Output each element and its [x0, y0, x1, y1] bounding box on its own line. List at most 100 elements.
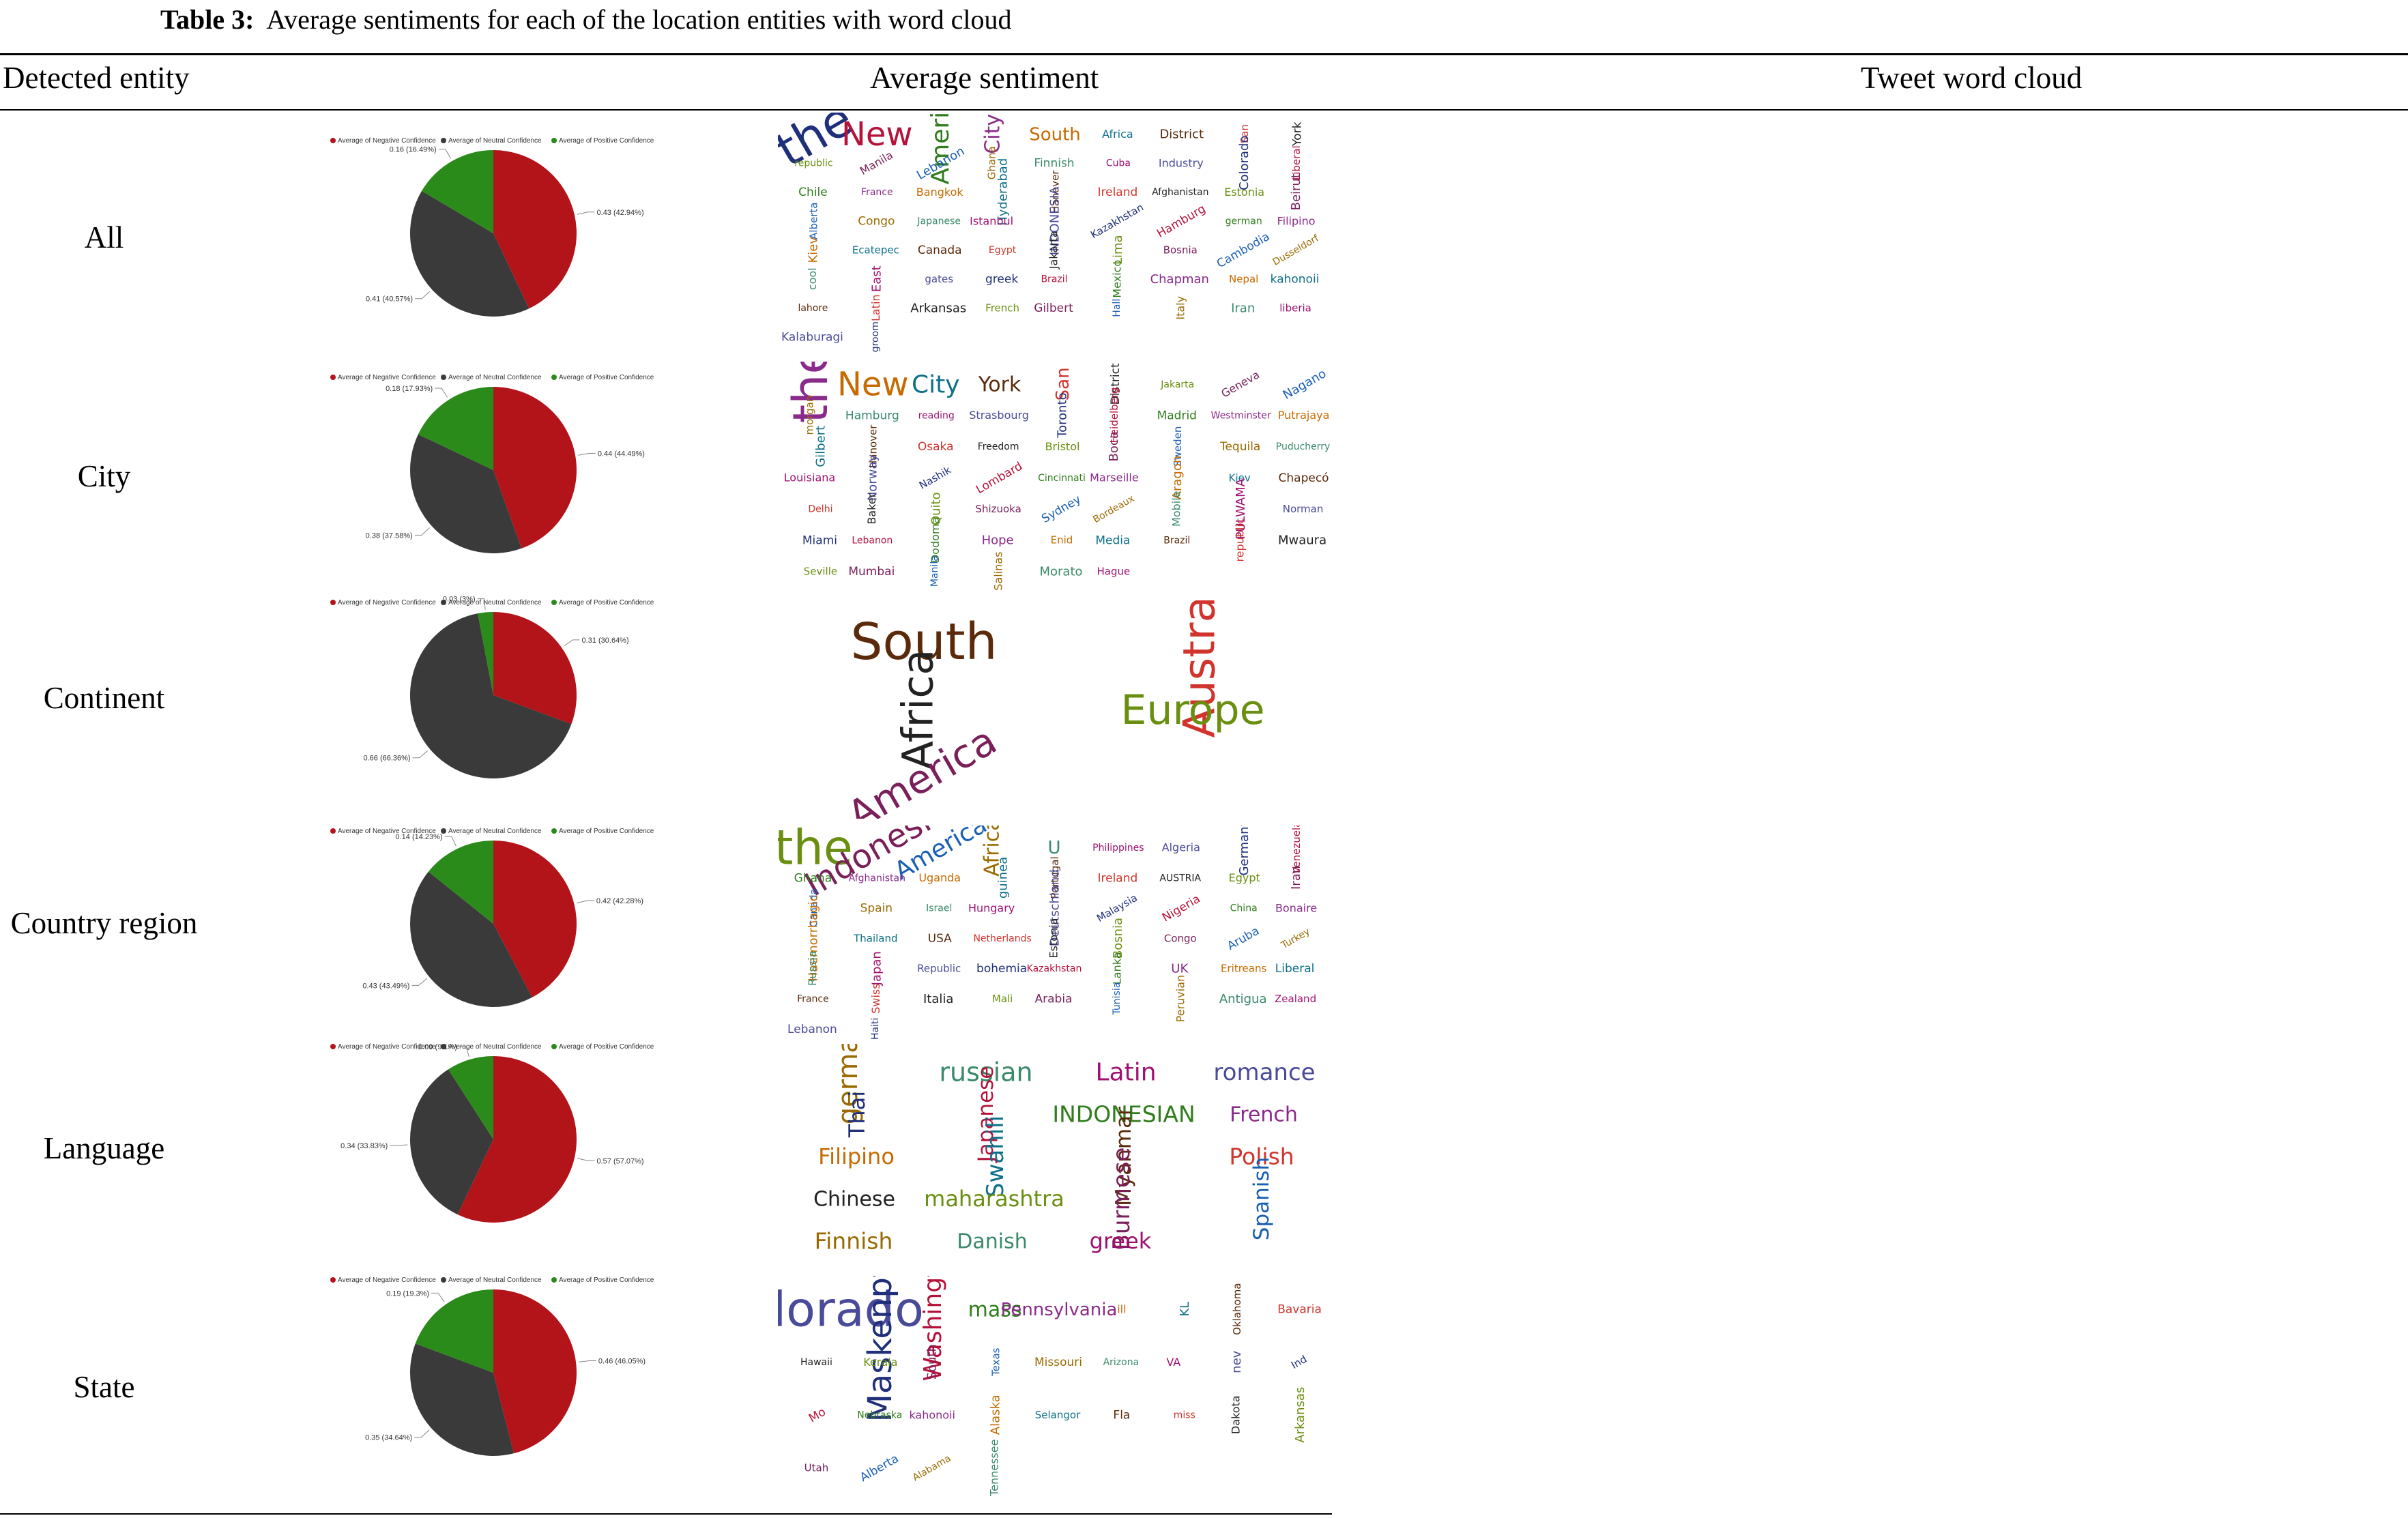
pie-slice-neutral — [410, 1069, 493, 1215]
legend-label-neutral: Average of Neutral Confidence — [448, 137, 542, 145]
pie-svg-language: Average of Negative Confidence Average of… — [330, 1043, 654, 1223]
cloud-word-sweden: Sweden — [1172, 426, 1184, 467]
pie-slice-negative — [493, 150, 577, 309]
cloud-word-germany: Germany — [1237, 826, 1251, 876]
legend-label-positive: Average of Positive Confidence — [559, 137, 654, 145]
legend-dot-negative — [330, 1044, 336, 1049]
cloud-word-san: San — [1238, 124, 1251, 143]
cloud-word-utah: Utah — [804, 1462, 829, 1474]
cloud-word-kiev: Kiev — [1229, 471, 1251, 484]
cloud-word-cuba: Cuba — [1106, 158, 1131, 169]
pie-leader-line — [431, 1292, 445, 1302]
cloud-word-dusseldorf: Dusseldorf — [1271, 233, 1322, 268]
pie-slice-positive — [448, 1056, 493, 1139]
legend-dot-negative — [330, 138, 336, 143]
row-label-state: State — [73, 1370, 135, 1404]
cloud-word-brazil: Brazil — [1041, 274, 1067, 285]
row-label-all: All — [84, 220, 124, 254]
pie-slice-negative — [493, 612, 577, 725]
cloud-word-marseille: Marseille — [1090, 471, 1139, 484]
cloud-word-oklahoma: Oklahoma — [1231, 1283, 1243, 1335]
legend-dot-negative — [330, 1277, 336, 1283]
cloud-word-bavaria: Bavaria — [1277, 1303, 1322, 1317]
cloud-word-bonaire: Bonaire — [1275, 901, 1317, 914]
cloud-word-deutschland: Deutschland — [1047, 869, 1062, 946]
pie-data-label: 0.18 (17.93%) — [386, 385, 433, 393]
cloud-word-jakarta: Jakarta — [1160, 379, 1194, 390]
legend-label-neutral: Average of Neutral Confidence — [448, 374, 542, 381]
pie-data-label: 0.35 (34.64%) — [365, 1434, 412, 1442]
pie-slice-negative — [493, 841, 577, 997]
cloud-word-salinas: Salinas — [992, 552, 1005, 591]
cloud-word-maharashtra: maharashtra — [924, 1186, 1064, 1212]
legend-label-positive: Average of Positive Confidence — [559, 374, 654, 381]
cloud-word-colorado: Colorado — [1237, 136, 1251, 190]
cloud-word-netherlands: Netherlands — [973, 933, 1031, 944]
legend-label-positive: Average of Positive Confidence — [559, 599, 654, 607]
word-cloud-country-region: the Indonesia America Africa U Philippines Alg… — [778, 826, 1337, 1051]
pie-svg-city: Average of Negative Confidence Average of… — [330, 374, 654, 553]
pie-data-label: 0.03 (3%) — [443, 596, 476, 604]
cloud-word-canada: Canada — [808, 888, 820, 927]
legend-label-neutral: Average of Neutral Confidence — [448, 1043, 542, 1051]
pie-data-label: 0.09 (9.1%) — [418, 1043, 457, 1051]
cloud-word-ecatepec: Ecatepec — [852, 244, 899, 257]
cloud-word-heidelberg: Heidelberg — [1108, 388, 1120, 443]
cloud-word-lombard: Lombard — [974, 459, 1025, 497]
legend-label-negative: Average of Negative Confidence — [338, 599, 436, 607]
legend-dot-positive — [551, 828, 557, 834]
cloud-word-morato: Morato — [1039, 564, 1082, 579]
pie-svg-all: Average of Negative Confidence Average of… — [330, 137, 654, 317]
cloud-word-latin: Latin — [1095, 1059, 1156, 1087]
cloud-word-afghanistan: Afghanistan — [1152, 187, 1208, 198]
pie-slice-neutral — [410, 871, 532, 1007]
col-header-entity: Detected entity — [3, 61, 190, 95]
cloud-word-nepal: Nepal — [1229, 273, 1258, 285]
word-cloud-all: the New America City South Africa District San Y… — [778, 113, 1337, 358]
cloud-word-freedom: Freedom — [978, 441, 1019, 452]
cloud-word-mobile: Mobile — [1170, 491, 1183, 526]
pie-svg-country-region: Average of Negative Confidence Average of… — [330, 828, 654, 1007]
cloud-word-hanover: Hanover — [1049, 170, 1061, 214]
pie-leader-line — [459, 1046, 469, 1057]
cloud-word-finnish: Finnish — [1034, 157, 1074, 171]
cloud-word-the: the — [783, 362, 839, 423]
cloud-word-reading: reading — [918, 410, 955, 421]
cloud-word-france: France — [797, 993, 829, 1004]
pie-chart-all: Average of Negative Confidence Average of… — [328, 133, 689, 372]
pie-leader-line — [577, 900, 594, 904]
pie-leader-line — [577, 1158, 595, 1161]
cloud-word-japanese: Japanese — [974, 1066, 998, 1164]
cloud-word-eritreans: Eritreans — [1221, 963, 1266, 975]
pie-chart-language: Average of Negative Confidence Average of… — [328, 1039, 689, 1278]
pie-data-label: 0.46 (46.05%) — [598, 1357, 645, 1365]
cloud-word-louisiana: Louisiana — [784, 471, 836, 484]
cloud-word-arkansas: Arkansas — [910, 302, 966, 316]
cloud-word-cambodia: Cambodia — [1215, 230, 1272, 271]
pie-data-label: 0.41 (40.57%) — [366, 295, 413, 304]
cloud-word-peruvian: Peruvian — [1174, 975, 1187, 1023]
cloud-word-dodoma: Dodoma — [929, 517, 942, 563]
pie-data-label: 0.31 (30.64%) — [582, 637, 629, 645]
word-cloud-language: german russian Latin romance Thai Japanese IND… — [778, 1044, 1337, 1269]
cloud-word-fla: Fla — [1113, 1409, 1130, 1422]
cloud-word-portugal: Portugal — [1049, 856, 1061, 899]
cloud-word-norman: Norman — [1283, 503, 1324, 515]
cloud-word-ind: Ind — [1289, 1353, 1309, 1371]
cloud-word-ill: ill — [1117, 1302, 1126, 1315]
cloud-word-indonesia: INDONESIA — [1047, 186, 1062, 255]
legend-label-negative: Average of Negative Confidence — [338, 374, 436, 381]
cloud-word-beirut: Beirut — [1289, 173, 1303, 210]
cloud-word-mass: mass — [968, 1298, 1022, 1322]
cloud-word-china: China — [1230, 903, 1258, 914]
word-cloud-state: Colorado Maskenpflicht Washington mass Penns… — [778, 1276, 1337, 1501]
pie-leader-line — [438, 149, 452, 159]
cloud-word-selangor: Selangor — [1035, 1409, 1081, 1421]
cloud-word-nebraska: Nebraska — [857, 1410, 902, 1421]
cloud-word-toronto: Toronto — [1055, 392, 1069, 438]
cloud-word-miss: miss — [1174, 1410, 1195, 1421]
pie-slice-neutral — [410, 434, 522, 553]
cloud-word-israel: Israel — [926, 903, 952, 914]
